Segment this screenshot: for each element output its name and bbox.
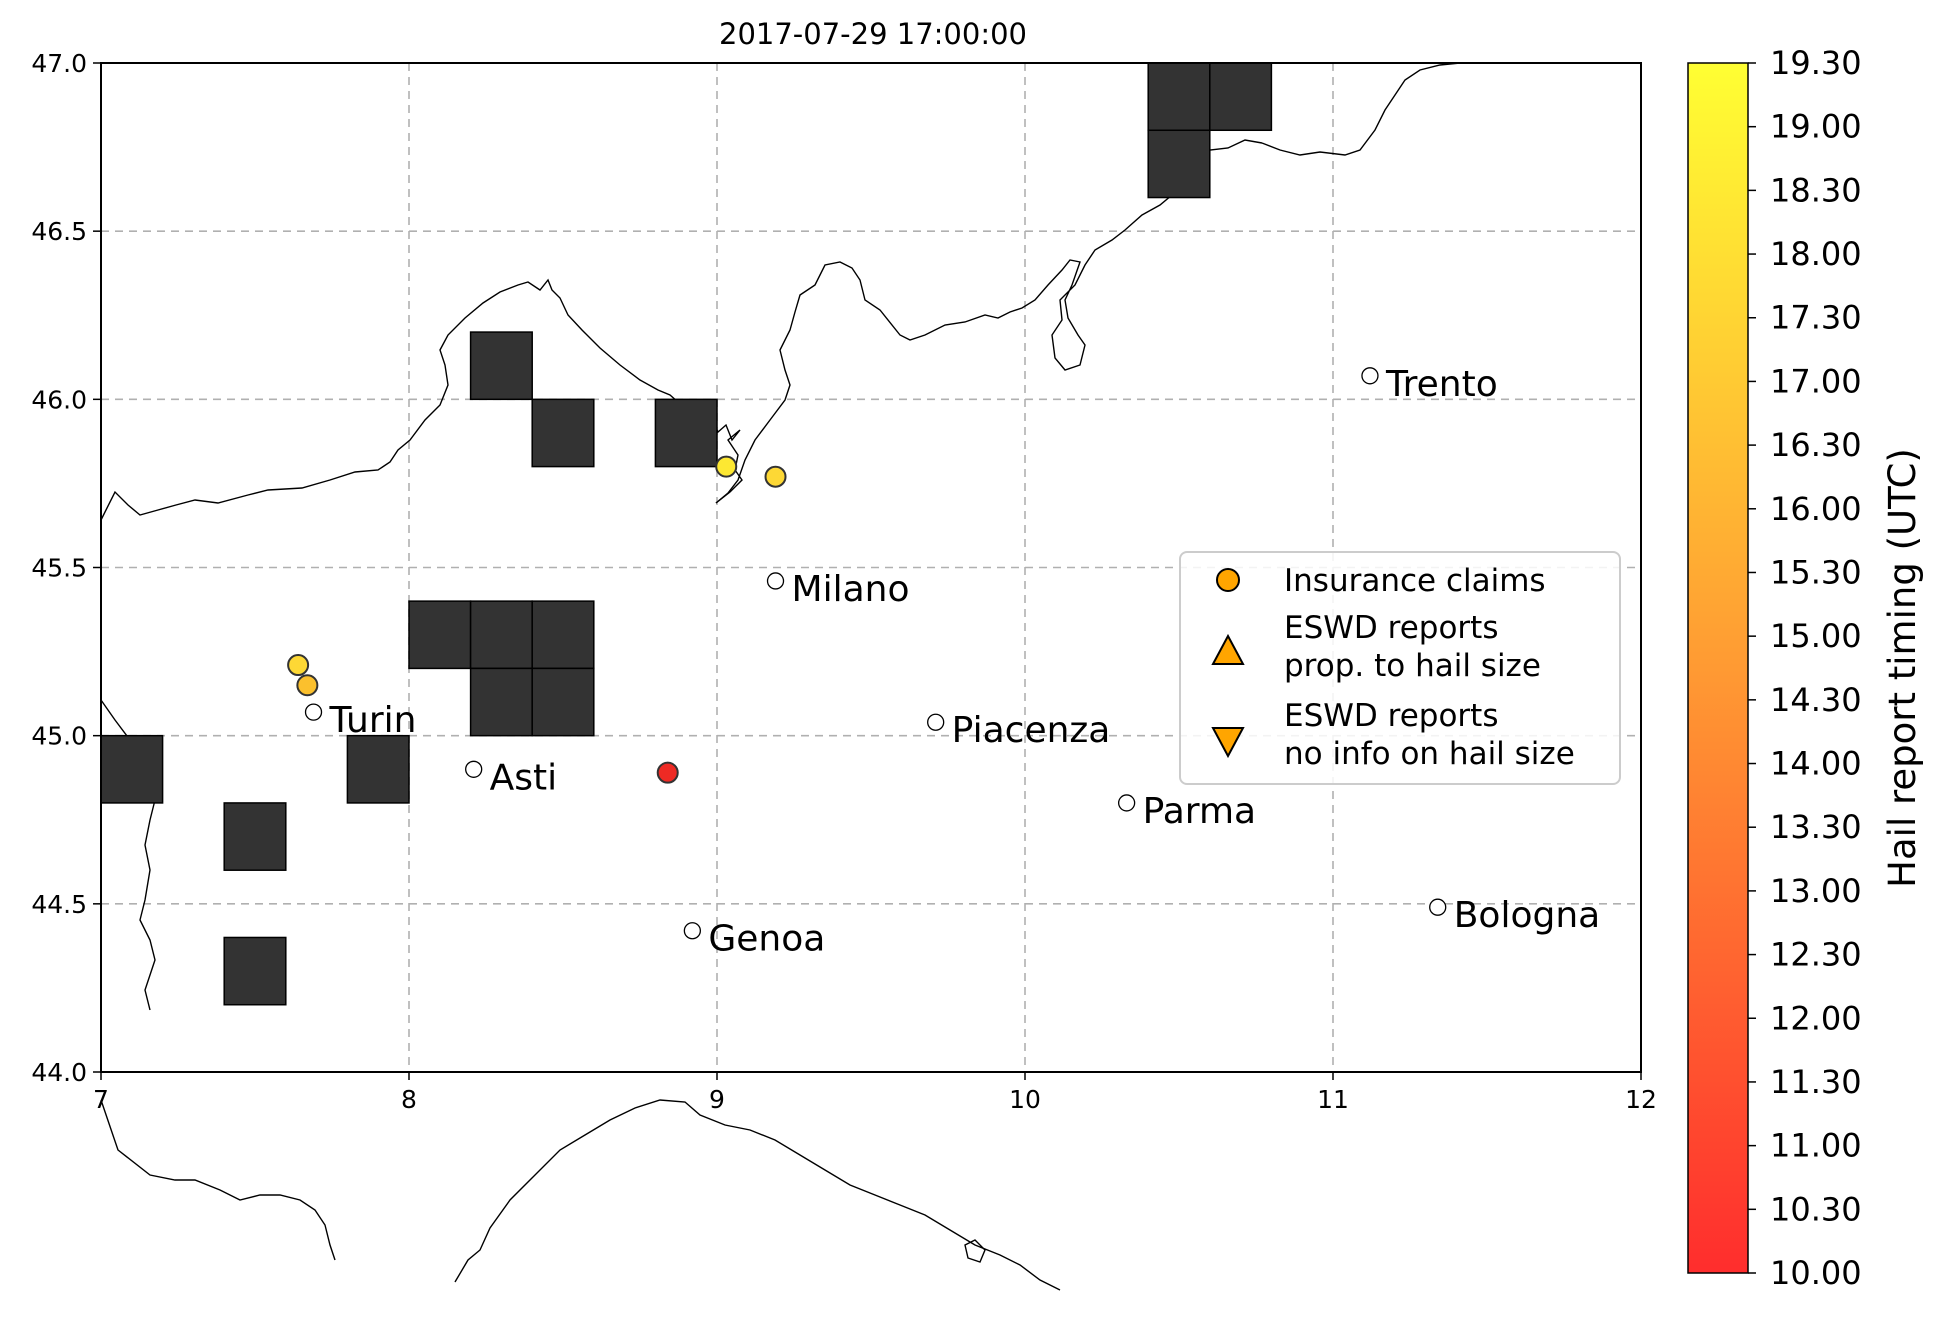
legend-label: ESWD reports [1284,610,1498,646]
hail-grid-cell [346,734,410,804]
colorbar-tick-label: 15.30 [1770,553,1862,591]
hail-grid-cell [469,331,533,401]
legend-entries: Insurance claims ESWD reports prop. to ha… [1211,563,1575,772]
city-marker [304,703,323,721]
y-tick-label: 45.5 [31,554,87,583]
colorbar-tick-label: 17.00 [1770,362,1862,400]
legend-box [1179,551,1621,785]
hail-grid-cell [531,398,595,468]
x-tick-label: 10 [1009,1085,1041,1114]
colorbar-tick-label: 12.00 [1770,999,1862,1037]
legend-label: ESWD reports [1284,698,1498,734]
elba-outline [964,1239,986,1263]
x-tick-label: 7 [93,1085,109,1114]
hail-grid-cell [100,734,164,804]
insurance-claim-points [287,455,787,784]
city-label: Parma [1143,791,1256,832]
city-marker [1117,794,1136,812]
hail-grid-cell [408,600,472,670]
city-marker [1361,367,1379,385]
colorbar-tick-label: 10.30 [1770,1190,1862,1228]
city-marker [766,572,785,590]
colorbar-tick-label: 19.30 [1770,44,1862,82]
city-label: Genoa [708,919,825,960]
x-tick-label: 11 [1317,1085,1349,1114]
hail-grid-cell [469,600,533,670]
colorbar-tick-label: 16.00 [1770,490,1862,528]
colorbar-tick-label: 10.00 [1770,1254,1862,1292]
colorbar-tick-label: 14.30 [1770,681,1862,719]
legend-triangle-down-marker [1211,727,1245,759]
hail-grid-cell [469,667,533,737]
colorbar-tick-label: 15.00 [1770,617,1862,655]
legend-circle-marker [1216,568,1240,592]
city-label: Asti [490,757,558,798]
insurance-claim-point [764,465,787,488]
hail-grid-cell [531,667,595,737]
colorbar-ticks: 10.00 10.30 11.00 11.30 12.00 12.30 13.00 13.30… [1748,44,1862,1292]
y-tick-label: 45.0 [31,722,87,751]
city-label: Turin [329,700,417,741]
map-title: 2017-07-29 17:00:00 [719,17,1027,51]
city-label: Bologna [1454,895,1600,936]
hail-grid-cells [100,62,1273,1006]
insurance-claim-point [287,654,310,677]
colorbar-tick-label: 17.30 [1770,299,1862,337]
hail-grid-cell [1209,62,1273,132]
insurance-claim-point [296,674,319,697]
colorbar-tick-label: 13.00 [1770,872,1862,910]
colorbar-tick-label: 11.30 [1770,1063,1862,1101]
y-tick-label: 46.5 [31,217,87,246]
x-tick-label: 12 [1625,1085,1657,1114]
colorbar-tick-label: 18.00 [1770,235,1862,273]
city-label: Piacenza [952,710,1111,751]
x-tick-label: 8 [401,1085,417,1114]
y-tick-label: 44.0 [31,1058,87,1087]
colorbar: 10.00 10.30 11.00 11.30 12.00 12.30 13.00 13.30… [1687,44,1924,1292]
legend-label: prop. to hail size [1284,648,1541,684]
alpine-border [100,278,743,521]
colorbar-tick-label: 19.00 [1770,108,1862,146]
city-label: Trento [1385,364,1498,405]
hail-grid-cell [654,398,718,468]
y-tick-label: 47.0 [31,49,87,78]
city-marker [1429,898,1447,916]
city-marker [465,760,483,778]
x-axis: 7 8 9 10 11 12 [93,1072,1657,1114]
insurance-claim-point [715,455,738,478]
y-tick-label: 44.5 [31,890,87,919]
colorbar-tick-label: 18.30 [1770,171,1862,209]
insurance-claim-point [656,761,679,784]
colorbar-tick-label: 16.30 [1770,426,1862,464]
x-tick-label: 9 [709,1085,725,1114]
city-marker [683,922,702,940]
hail-grid-cell [223,802,287,871]
colorbar-tick-label: 12.30 [1770,936,1862,974]
legend-label: no info on hail size [1284,736,1575,772]
colorbar-gradient [1687,62,1749,1274]
french-border-south [100,1099,336,1261]
colorbar-tick-label: 14.00 [1770,745,1862,783]
hail-grid-cell [531,600,595,670]
ligurian-coast [454,1099,1061,1291]
city-label: Milano [792,569,910,610]
y-axis: 44.0 44.5 45.0 45.5 46.0 46.5 47.0 [31,49,101,1087]
hail-grid-cell [1147,129,1211,199]
legend-label: Insurance claims [1284,563,1546,599]
hail-grid-cell [1147,62,1211,132]
colorbar-tick-label: 11.00 [1770,1127,1862,1165]
y-tick-label: 46.0 [31,385,87,414]
colorbar-tick-label: 13.30 [1770,808,1862,846]
swiss-border [715,139,1263,504]
legend: Insurance claims ESWD reports prop. to ha… [1179,551,1621,785]
city-markers: Trento Milano Turin Piacenza Asti Parma Bologn… [304,364,1600,960]
hail-grid-cell [223,936,287,1006]
city-marker [927,713,945,731]
colorbar-title: Hail report timing (UTC) [1881,448,1924,888]
legend-triangle-up-marker [1211,633,1245,665]
